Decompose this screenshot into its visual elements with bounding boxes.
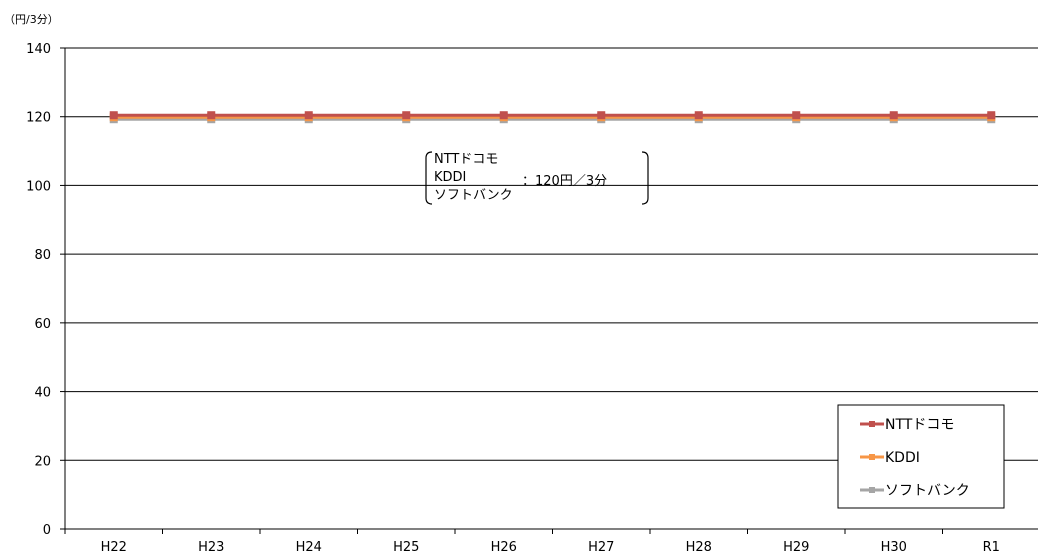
annotation-left-bracket xyxy=(425,151,433,205)
y-tick-label: 140 xyxy=(26,42,51,57)
gridlines xyxy=(65,47,1038,461)
legend-item-softbank: ソフトバンク xyxy=(860,483,970,499)
y-tick-label: 40 xyxy=(34,386,51,401)
data-point xyxy=(597,111,606,120)
legend-swatch-marker xyxy=(869,421,875,427)
annotation-line-3: ソフトバンク xyxy=(434,188,513,203)
annotation-box: NTTドコモ KDDI ソフトバンク ：120円／3分 xyxy=(425,151,649,205)
y-tick-label: 120 xyxy=(26,111,51,126)
data-point xyxy=(304,111,313,120)
legend: NTTドコモ KDDI ソフトバンク xyxy=(837,404,1005,509)
legend-swatch-marker xyxy=(869,454,875,460)
x-tick-label: H25 xyxy=(393,540,419,555)
x-tick-label: R1 xyxy=(983,540,1000,555)
annotation-value: ：120円／3分 xyxy=(522,174,607,189)
data-point xyxy=(694,111,703,120)
annotation-line-2: KDDI xyxy=(434,170,466,185)
x-tick-label: H24 xyxy=(296,540,322,555)
axes: 0 20 40 60 80 100 120 140 H22 H23 H24 H25 H26 H27 H28 H… xyxy=(26,42,1038,555)
y-tick-label: 0 xyxy=(43,523,51,538)
legend-swatch-marker xyxy=(869,487,875,493)
y-tick-label: 20 xyxy=(34,454,51,469)
legend-label-softbank: ソフトバンク xyxy=(885,483,970,499)
series-0 xyxy=(109,111,996,120)
data-point xyxy=(402,111,411,120)
data-point xyxy=(109,111,118,120)
series-group xyxy=(109,111,996,124)
data-point xyxy=(987,111,996,120)
x-tick-label: H22 xyxy=(101,540,127,555)
x-tick-label: H23 xyxy=(198,540,224,555)
data-point xyxy=(499,111,508,120)
legend-item-kddi: KDDI xyxy=(860,450,920,466)
legend-label-ntt-docomo: NTTドコモ xyxy=(885,417,954,433)
data-point xyxy=(792,111,801,120)
data-point xyxy=(889,111,898,120)
legend-label-kddi: KDDI xyxy=(885,450,920,466)
y-tick-label: 80 xyxy=(34,248,51,263)
y-unit-label: （円/3分） xyxy=(4,13,59,26)
annotation-right-bracket xyxy=(641,151,649,205)
legend-item-ntt-docomo: NTTドコモ xyxy=(860,417,954,433)
x-tick-label: H26 xyxy=(491,540,517,555)
x-tick-label: H29 xyxy=(783,540,809,555)
y-tick-label: 60 xyxy=(34,317,51,332)
x-tick-label: H27 xyxy=(588,540,614,555)
x-tick-label: H30 xyxy=(881,540,907,555)
data-point xyxy=(207,111,216,120)
x-tick-label: H28 xyxy=(686,540,712,555)
y-tick-label: 100 xyxy=(26,179,51,194)
annotation-line-1: NTTドコモ xyxy=(434,152,498,167)
